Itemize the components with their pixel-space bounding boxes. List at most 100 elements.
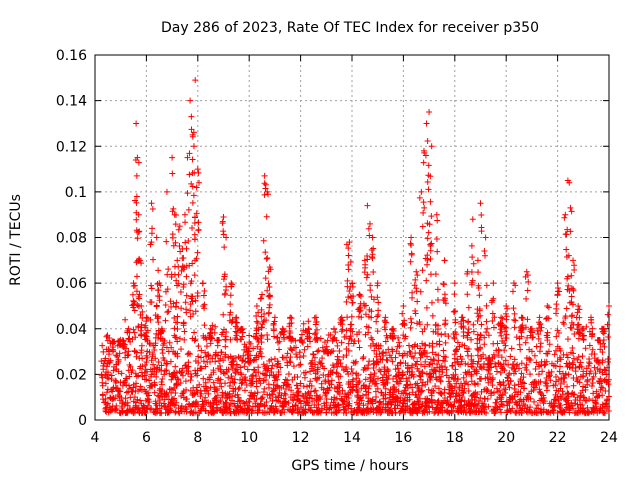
data-point bbox=[544, 302, 551, 309]
data-point bbox=[262, 249, 269, 256]
data-point bbox=[497, 380, 504, 387]
data-point bbox=[185, 237, 192, 244]
data-point bbox=[125, 351, 132, 358]
data-point bbox=[414, 298, 421, 305]
data-point bbox=[261, 191, 268, 198]
data-point bbox=[349, 299, 356, 306]
data-point bbox=[296, 362, 303, 369]
data-points bbox=[98, 77, 612, 417]
data-point bbox=[483, 318, 490, 325]
data-point bbox=[261, 172, 268, 179]
data-point bbox=[242, 387, 249, 394]
data-point bbox=[418, 188, 425, 195]
data-point bbox=[163, 188, 170, 195]
data-point bbox=[203, 343, 210, 350]
data-point bbox=[300, 327, 307, 334]
data-point bbox=[354, 387, 361, 394]
data-point bbox=[239, 376, 246, 383]
data-point bbox=[207, 325, 214, 332]
data-point bbox=[400, 302, 407, 309]
data-point bbox=[188, 295, 195, 302]
data-point bbox=[244, 366, 251, 373]
data-point bbox=[439, 369, 446, 376]
data-point bbox=[275, 368, 282, 375]
data-point bbox=[524, 316, 531, 323]
data-point bbox=[489, 310, 496, 317]
data-point bbox=[139, 373, 146, 380]
data-point bbox=[125, 325, 132, 332]
data-point bbox=[344, 368, 351, 375]
data-point bbox=[110, 367, 117, 374]
data-point bbox=[328, 409, 335, 416]
data-point bbox=[383, 332, 390, 339]
data-point bbox=[382, 385, 389, 392]
data-point bbox=[294, 396, 301, 403]
data-point bbox=[576, 364, 583, 371]
data-point bbox=[189, 335, 196, 342]
data-point bbox=[570, 375, 577, 382]
data-point bbox=[173, 369, 180, 376]
data-point bbox=[312, 321, 319, 328]
data-point bbox=[556, 400, 563, 407]
data-point bbox=[123, 381, 130, 388]
data-point bbox=[478, 375, 485, 382]
data-point bbox=[364, 252, 371, 259]
data-point bbox=[408, 353, 415, 360]
data-point bbox=[595, 356, 602, 363]
data-point bbox=[133, 259, 140, 266]
data-point bbox=[313, 407, 320, 414]
data-point bbox=[527, 326, 534, 333]
data-point bbox=[222, 333, 229, 340]
data-point bbox=[162, 409, 169, 416]
data-point bbox=[416, 386, 423, 393]
data-point bbox=[347, 333, 354, 340]
data-point bbox=[479, 403, 486, 410]
data-point bbox=[304, 343, 311, 350]
data-point bbox=[386, 394, 393, 401]
data-point bbox=[99, 342, 106, 349]
data-point bbox=[315, 401, 322, 408]
data-point bbox=[451, 334, 458, 341]
data-point bbox=[320, 372, 327, 379]
data-point bbox=[428, 240, 435, 247]
data-point bbox=[311, 331, 318, 338]
data-point bbox=[367, 282, 374, 289]
data-point bbox=[286, 333, 293, 340]
data-point bbox=[371, 373, 378, 380]
data-point bbox=[264, 255, 271, 262]
data-point bbox=[148, 285, 155, 292]
data-point bbox=[464, 329, 471, 336]
data-point bbox=[153, 303, 160, 310]
data-point bbox=[596, 359, 603, 366]
data-point bbox=[569, 350, 576, 357]
data-point bbox=[491, 389, 498, 396]
data-point bbox=[546, 341, 553, 348]
data-point bbox=[358, 314, 365, 321]
data-point bbox=[506, 384, 513, 391]
data-point bbox=[399, 369, 406, 376]
data-point bbox=[434, 401, 441, 408]
data-point bbox=[565, 371, 572, 378]
data-point bbox=[482, 234, 489, 241]
data-point bbox=[136, 365, 143, 372]
data-point bbox=[566, 299, 573, 306]
data-point bbox=[192, 297, 199, 304]
data-point bbox=[183, 306, 190, 313]
x-tick-label: 14 bbox=[343, 430, 361, 446]
data-point bbox=[276, 338, 283, 345]
data-point bbox=[148, 239, 155, 246]
data-point bbox=[518, 333, 525, 340]
data-point bbox=[589, 380, 596, 387]
data-point bbox=[264, 188, 271, 195]
data-point bbox=[314, 348, 321, 355]
data-point bbox=[425, 386, 432, 393]
data-point bbox=[131, 329, 138, 336]
data-point bbox=[218, 368, 225, 375]
data-point bbox=[312, 387, 319, 394]
data-point bbox=[127, 385, 134, 392]
data-point bbox=[409, 371, 416, 378]
data-point bbox=[313, 376, 320, 383]
data-point bbox=[397, 359, 404, 366]
data-point bbox=[189, 156, 196, 163]
data-point bbox=[104, 401, 111, 408]
